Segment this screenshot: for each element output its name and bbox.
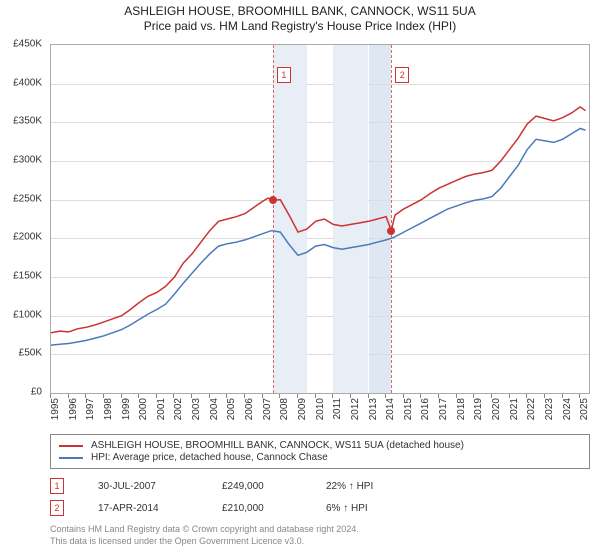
legend: ASHLEIGH HOUSE, BROOMHILL BANK, CANNOCK,…: [50, 434, 590, 469]
sales-diff: 22% ↑ HPI: [326, 481, 406, 492]
title-address: ASHLEIGH HOUSE, BROOMHILL BANK, CANNOCK,…: [0, 4, 600, 18]
x-tick-label: 2024: [562, 398, 573, 420]
footer-line-2: This data is licensed under the Open Gov…: [50, 536, 590, 548]
sales-row: 1 30-JUL-2007 £249,000 22% ↑ HPI: [50, 478, 590, 494]
y-tick-label: £0: [31, 387, 42, 398]
legend-swatch: [59, 445, 83, 447]
sales-price: £210,000: [222, 503, 292, 514]
x-tick-label: 2007: [262, 398, 273, 420]
series-line: [51, 107, 586, 333]
sale-dot: [387, 227, 395, 235]
y-tick-label: £250K: [13, 193, 42, 204]
x-tick-label: 2025: [579, 398, 590, 420]
y-tick-label: £400K: [13, 77, 42, 88]
legend-label: HPI: Average price, detached house, Cann…: [91, 452, 328, 463]
sales-date: 17-APR-2014: [98, 503, 188, 514]
x-tick-label: 2004: [209, 398, 220, 420]
title-subtitle: Price paid vs. HM Land Registry's House …: [0, 19, 600, 33]
y-tick-label: £50K: [19, 348, 42, 359]
x-tick-label: 2023: [544, 398, 555, 420]
sale-marker: 2: [395, 67, 409, 83]
x-tick-label: 2014: [385, 398, 396, 420]
chart-container: ASHLEIGH HOUSE, BROOMHILL BANK, CANNOCK,…: [0, 0, 600, 560]
sale-dot: [269, 196, 277, 204]
plot-area: 12: [50, 44, 590, 394]
x-tick-label: 1998: [103, 398, 114, 420]
x-tick-label: 1995: [50, 398, 61, 420]
x-tick-label: 2002: [173, 398, 184, 420]
x-tick-label: 2003: [191, 398, 202, 420]
y-axis-labels: £0£50K£100K£150K£200K£250K£300K£350K£400…: [0, 44, 46, 394]
y-tick-label: £150K: [13, 271, 42, 282]
footer: Contains HM Land Registry data © Crown c…: [50, 524, 590, 547]
sales-price: £249,000: [222, 481, 292, 492]
x-axis-labels: 1995 1996 1997 1998 1999 2000 2001 2002 2003 2004…: [50, 394, 590, 434]
y-tick-label: £450K: [13, 39, 42, 50]
y-tick-label: £100K: [13, 309, 42, 320]
x-tick-label: 1996: [68, 398, 79, 420]
x-tick-label: 2016: [420, 398, 431, 420]
line-layer: [51, 45, 589, 393]
footer-line-1: Contains HM Land Registry data © Crown c…: [50, 524, 590, 536]
sales-marker-icon: 1: [50, 478, 64, 494]
x-tick-label: 2010: [315, 398, 326, 420]
y-tick-label: £300K: [13, 155, 42, 166]
x-tick-label: 2006: [244, 398, 255, 420]
y-tick-label: £350K: [13, 116, 42, 127]
x-tick-label: 2008: [279, 398, 290, 420]
x-tick-label: 2013: [368, 398, 379, 420]
series-line: [51, 129, 586, 346]
sale-marker: 1: [277, 67, 291, 83]
x-tick-label: 2018: [456, 398, 467, 420]
sales-diff: 6% ↑ HPI: [326, 503, 406, 514]
x-tick-label: 2001: [156, 398, 167, 420]
sale-vline: [391, 45, 392, 393]
sales-table: 1 30-JUL-2007 £249,000 22% ↑ HPI 2 17-APR-201…: [50, 478, 590, 522]
legend-label: ASHLEIGH HOUSE, BROOMHILL BANK, CANNOCK,…: [91, 440, 464, 451]
x-tick-label: 1997: [85, 398, 96, 420]
legend-item: ASHLEIGH HOUSE, BROOMHILL BANK, CANNOCK,…: [59, 440, 581, 451]
x-tick-label: 2020: [491, 398, 502, 420]
sales-marker-icon: 2: [50, 500, 64, 516]
sales-row: 2 17-APR-2014 £210,000 6% ↑ HPI: [50, 500, 590, 516]
x-tick-label: 2000: [138, 398, 149, 420]
x-tick-label: 2022: [526, 398, 537, 420]
y-tick-label: £200K: [13, 232, 42, 243]
legend-item: HPI: Average price, detached house, Cann…: [59, 452, 581, 463]
x-tick-label: 2005: [226, 398, 237, 420]
x-tick-label: 2012: [350, 398, 361, 420]
sale-vline: [273, 45, 274, 393]
x-tick-label: 2015: [403, 398, 414, 420]
chart-titles: ASHLEIGH HOUSE, BROOMHILL BANK, CANNOCK,…: [0, 0, 600, 33]
x-tick-label: 2019: [473, 398, 484, 420]
x-tick-label: 2017: [438, 398, 449, 420]
x-tick-label: 2011: [332, 398, 343, 420]
x-tick-label: 2021: [509, 398, 520, 420]
legend-swatch: [59, 457, 83, 459]
x-tick-label: 2009: [297, 398, 308, 420]
x-tick-label: 1999: [121, 398, 132, 420]
sales-date: 30-JUL-2007: [98, 481, 188, 492]
